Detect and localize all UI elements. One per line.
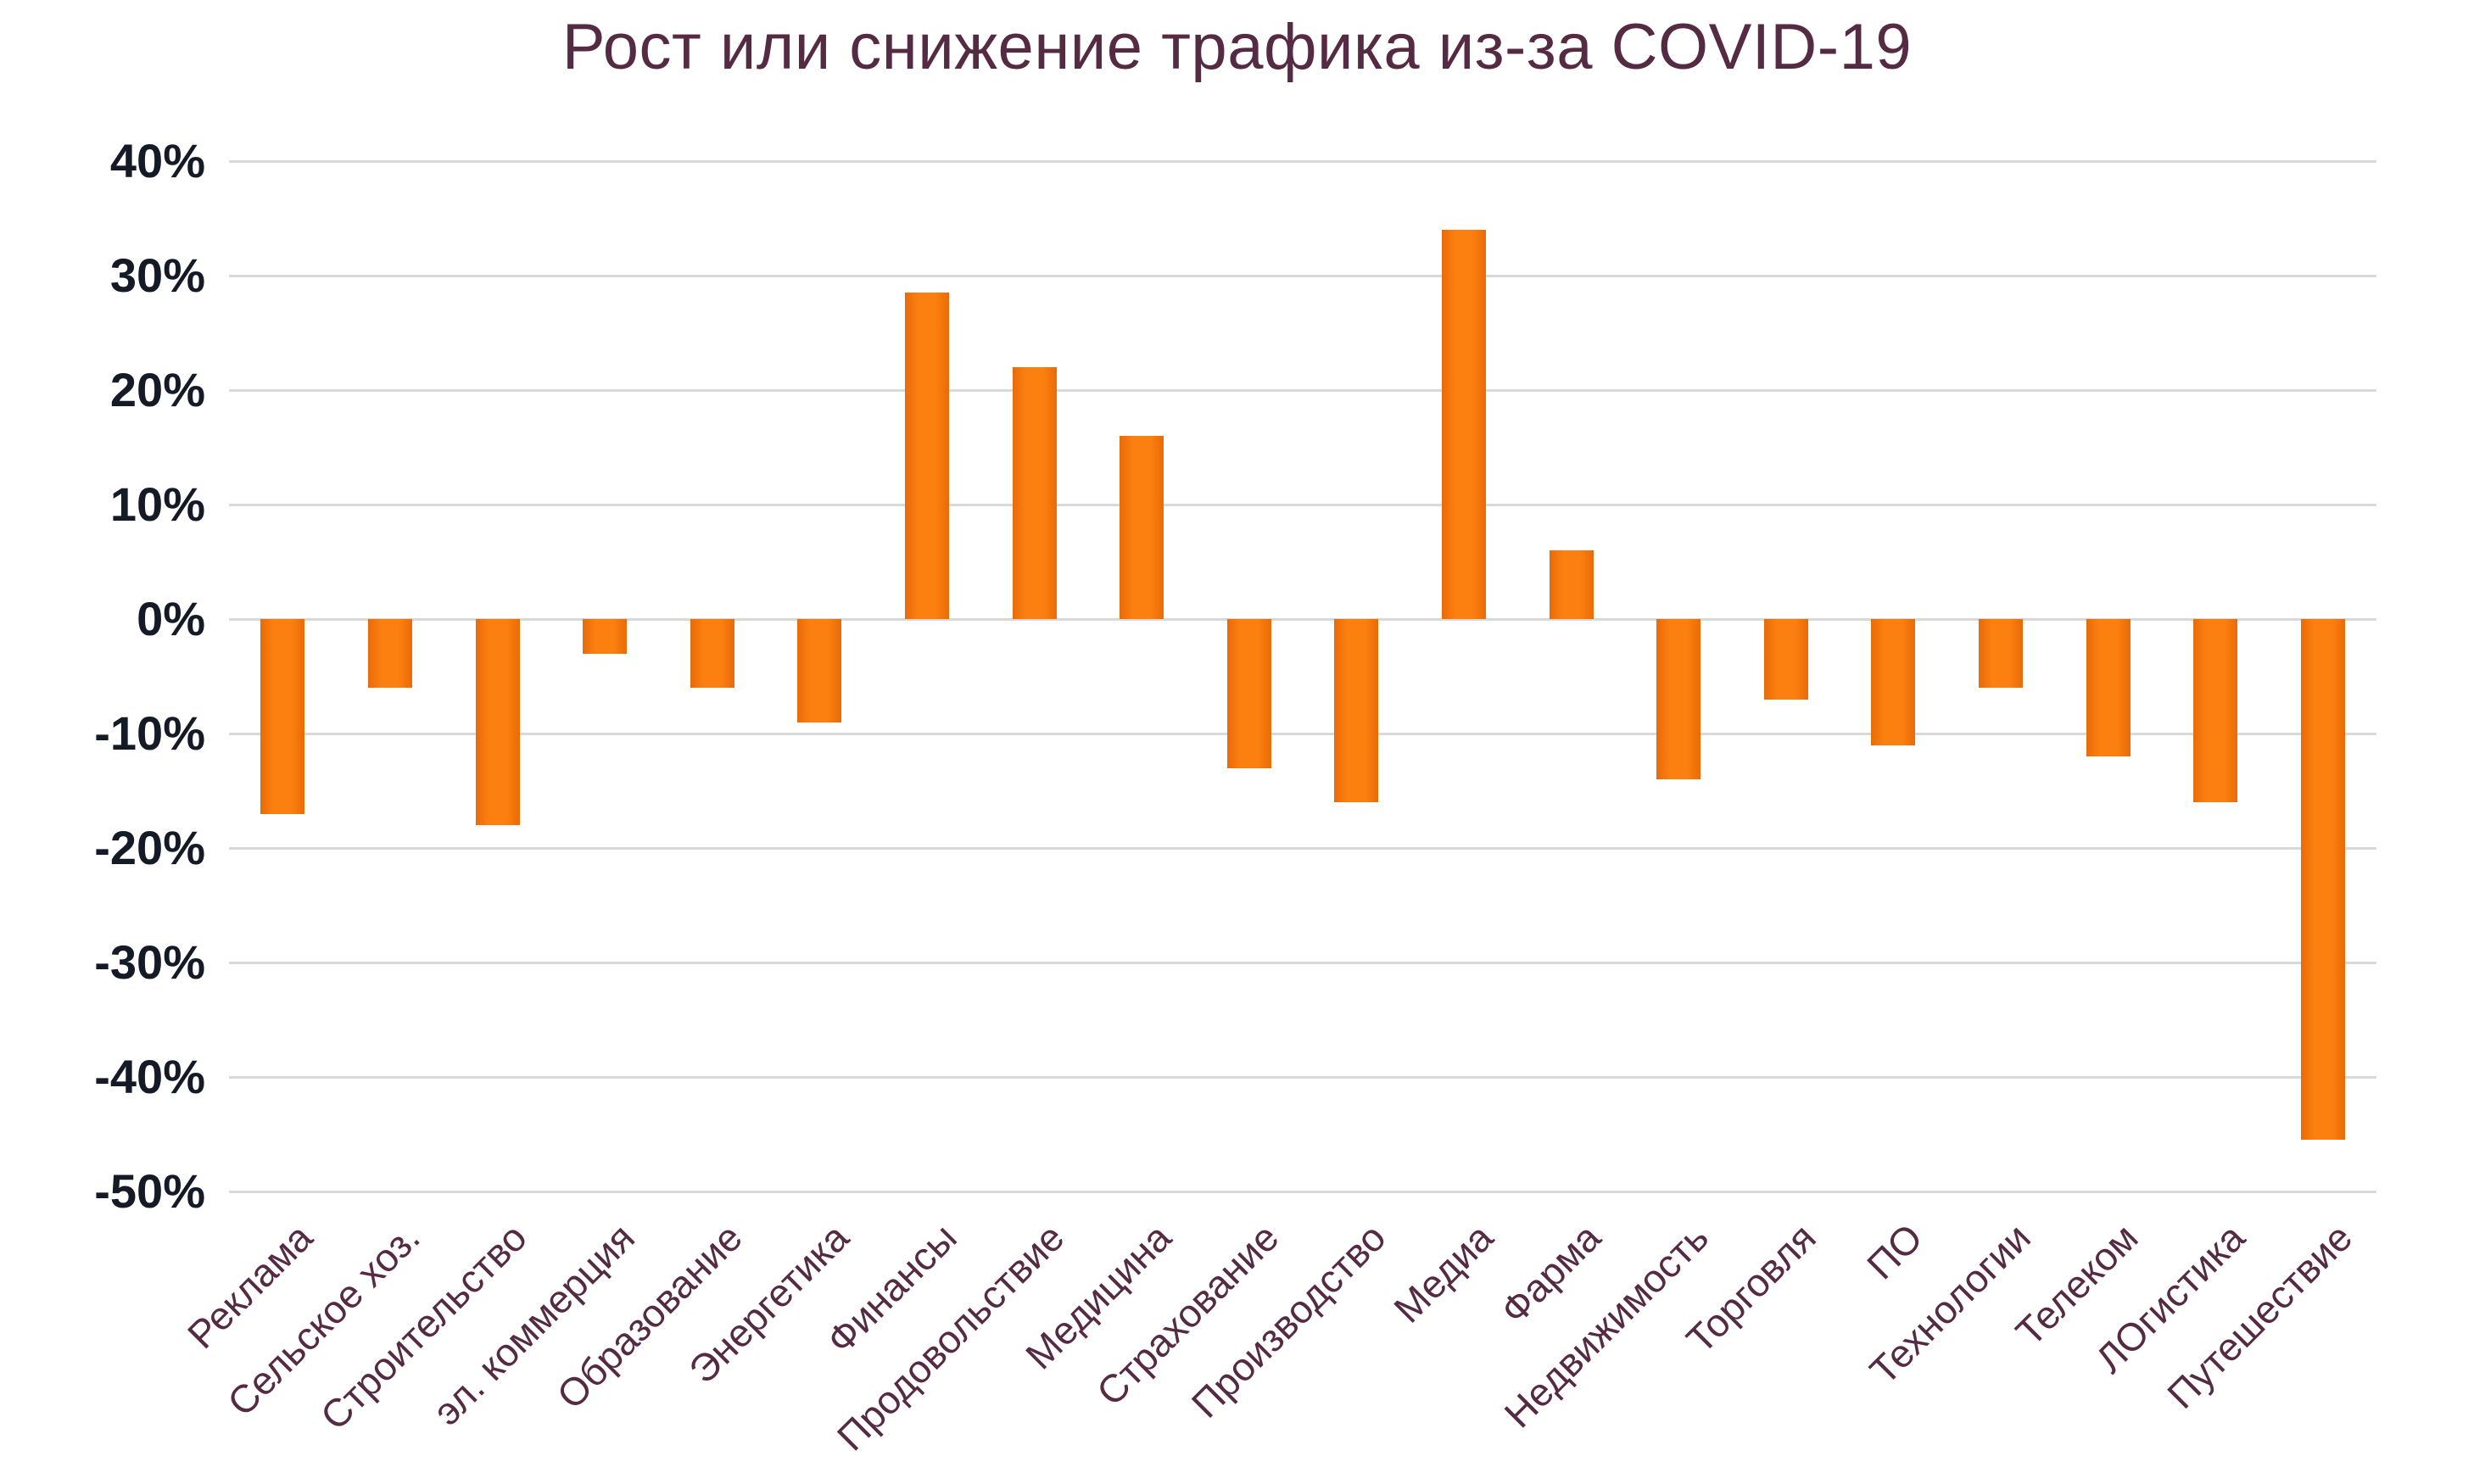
gridline <box>229 732 2376 735</box>
gridline <box>229 274 2376 277</box>
gridline <box>229 1075 2376 1079</box>
bar <box>1978 619 2023 688</box>
bar <box>1120 436 1164 619</box>
bar <box>904 293 949 619</box>
gridline <box>229 388 2376 392</box>
bar <box>1656 619 1701 779</box>
y-axis-tick-label: -50% <box>94 1164 205 1218</box>
bar <box>260 619 305 814</box>
gridline <box>229 503 2376 506</box>
chart-title: Рост или снижение трафика из-за COVID-19 <box>561 11 1913 83</box>
y-axis-tick-label: -20% <box>94 821 205 874</box>
bar <box>690 619 734 688</box>
bar <box>367 619 412 688</box>
y-axis-tick-label: 0% <box>137 592 205 645</box>
gridline <box>229 961 2376 964</box>
bar <box>1549 550 1594 619</box>
gridline <box>229 1190 2376 1193</box>
bar <box>1441 230 1486 619</box>
y-axis-tick-label: -10% <box>94 706 205 760</box>
y-axis-tick-label: 20% <box>109 363 205 416</box>
bar <box>583 619 628 654</box>
x-axis-tick-label: Медиа <box>1385 1214 1502 1331</box>
bar <box>797 619 842 722</box>
y-axis-tick-label: 10% <box>109 477 205 531</box>
x-axis-tick-label: Производство <box>1183 1214 1394 1426</box>
bar <box>1763 619 1808 700</box>
x-axis-tick-label: Сельское хоз. <box>218 1214 428 1425</box>
bar <box>1226 619 1271 768</box>
gridline <box>229 159 2376 163</box>
y-axis-tick-label: 30% <box>109 248 205 302</box>
bar <box>2300 619 2345 1141</box>
y-axis-tick-label: -40% <box>94 1050 205 1103</box>
x-axis-tick-label: ПО <box>1858 1214 1931 1288</box>
gridline <box>229 846 2376 850</box>
y-axis-tick-label: 40% <box>109 134 205 187</box>
bar <box>2086 619 2131 756</box>
bar <box>2193 619 2238 802</box>
bar <box>1012 367 1057 619</box>
bar <box>1334 619 1379 802</box>
bar <box>475 619 520 825</box>
bar <box>1871 619 1916 745</box>
gridline <box>229 617 2376 621</box>
y-axis-tick-label: -30% <box>94 935 205 989</box>
